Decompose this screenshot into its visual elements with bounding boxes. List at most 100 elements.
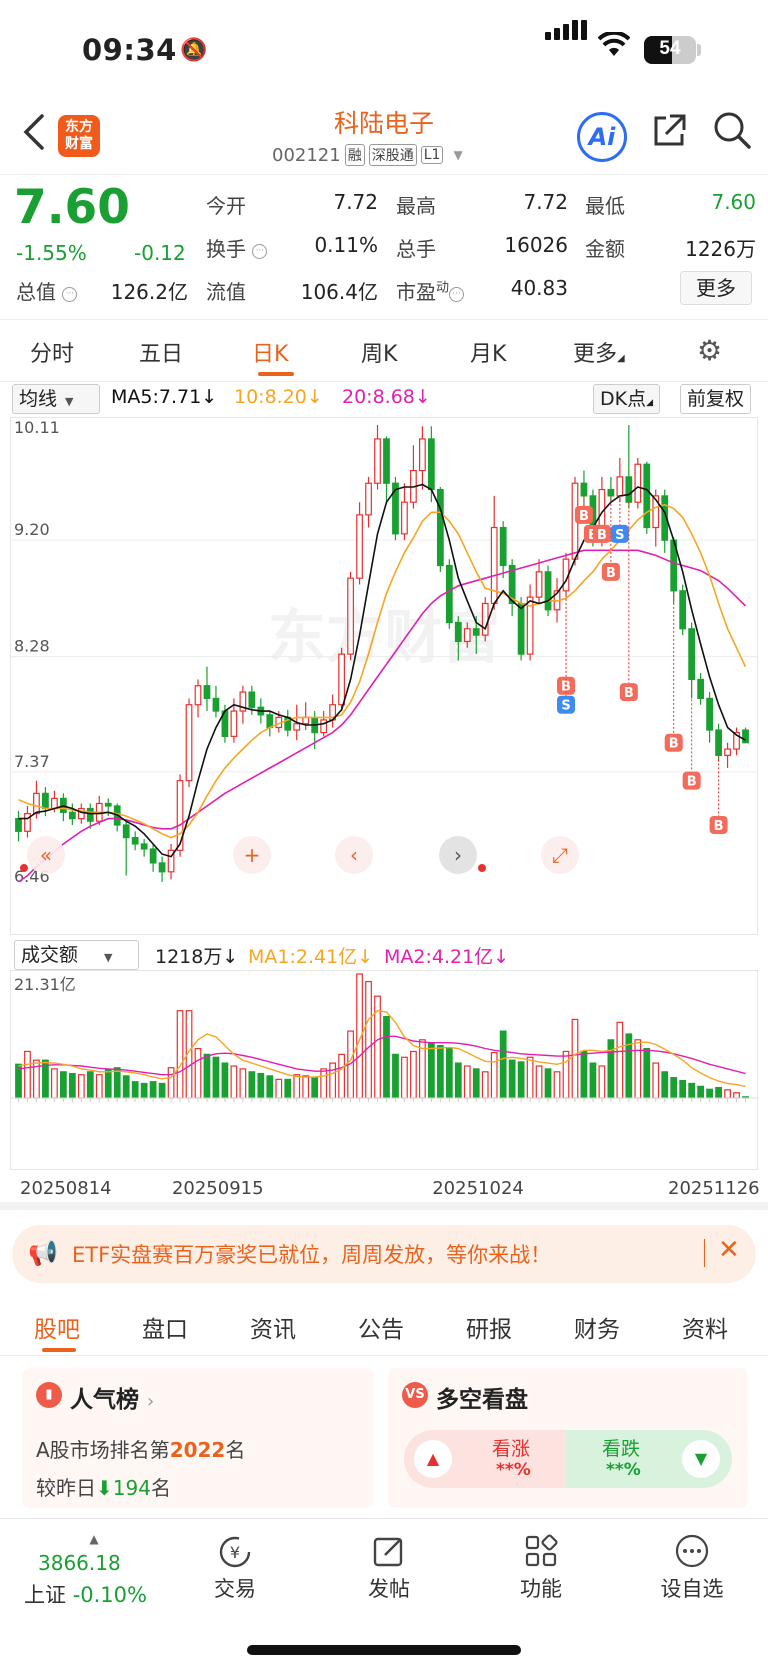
candle-body (445, 564, 453, 624)
app-logo[interactable]: 东方财富 (58, 115, 100, 157)
gear-icon[interactable]: ⚙ (697, 334, 723, 367)
index-ticker[interactable]: ▲ 3866.18 上证 -0.10% (24, 1533, 164, 1609)
back-chevron-icon[interactable] (22, 112, 46, 161)
popularity-card[interactable]: ▮ 人气榜 › A股市场排名第2022名 较昨日⬇194名 (22, 1368, 374, 1508)
tab-profile[interactable]: 资料 (682, 1317, 728, 1343)
volume-bar (517, 1061, 525, 1099)
candle-body (526, 596, 534, 655)
ai-assistant-button[interactable]: Ai (577, 112, 627, 162)
volume-bar (401, 1056, 408, 1099)
volume-current: 1218万↓ (155, 946, 239, 968)
volume-ma2: MA2:4.21亿↓ (384, 946, 510, 968)
volume-bar (275, 1078, 283, 1099)
indicator-select[interactable]: 均线 ▼ (12, 384, 100, 414)
chart-control-button[interactable] (335, 836, 373, 874)
dk-point-select[interactable]: DK点◢ (593, 384, 661, 414)
tab-financials[interactable]: 财务 (574, 1317, 620, 1343)
volume-bar (51, 1068, 58, 1099)
low-value: 7.60 (711, 190, 756, 214)
close-icon[interactable]: ✕ (718, 1235, 740, 1265)
volume-bar (212, 1056, 220, 1099)
chart-control-button[interactable] (27, 836, 65, 874)
candlestick-chart[interactable]: 东方财富10.119.208.287.376.46BSBBBBSBBBB«+‹›… (10, 417, 758, 935)
active-subtab-indicator (42, 1348, 76, 1352)
volume-bar (302, 1075, 310, 1099)
up-arrow-icon: ▲ (414, 1440, 452, 1478)
chart-control-button[interactable] (439, 836, 477, 874)
info-icon[interactable]: ··· (449, 287, 465, 302)
volume-bar (526, 1056, 534, 1099)
share-icon[interactable] (650, 112, 688, 159)
high-label: 最高 (396, 194, 436, 218)
volume-bar (284, 1078, 292, 1099)
open-label: 今开 (206, 194, 246, 218)
candle-body (374, 438, 381, 484)
volume-bar (86, 1071, 94, 1099)
candle-body (194, 685, 202, 706)
grid-apps-icon (506, 1533, 576, 1573)
amount-label: 金额 (585, 237, 625, 261)
rank-delta: 较昨日⬇194名 (36, 1476, 171, 1500)
tab-research[interactable]: 研报 (466, 1317, 512, 1343)
post-label: 发帖 (368, 1577, 410, 1601)
sell-signal-badge (557, 695, 575, 714)
functions-button[interactable]: 功能 (506, 1533, 576, 1603)
volume-ma1-line (18, 1009, 746, 1088)
buy-signal-badge (601, 562, 620, 581)
candle-body (302, 716, 310, 725)
promo-banner[interactable]: 📢 ETF实盘赛百万豪奖已就位，周周发放，等你来战！ ✕ (12, 1225, 756, 1283)
volume-bar (176, 1010, 184, 1099)
volume-bar (553, 1071, 561, 1099)
more-quote-button[interactable]: 更多 (680, 271, 752, 305)
date-axis: 20250814 20250915 20251024 20251126 (0, 1170, 768, 1210)
chart-control-button[interactable] (233, 836, 271, 874)
add-watchlist-button[interactable]: 设自选 (656, 1533, 728, 1603)
tab-announcements[interactable]: 公告 (358, 1317, 404, 1343)
info-icon[interactable]: ··· (62, 287, 78, 302)
info-icon[interactable]: ··· (252, 244, 268, 259)
stock-code-row[interactable]: 002121 融 深股通 L1 ▼ (272, 144, 463, 166)
battery-level: 54 (659, 38, 681, 59)
candle-body (176, 780, 184, 851)
price-axis-label: 10.11 (14, 418, 60, 437)
post-button[interactable]: 发帖 (354, 1533, 424, 1603)
volume-bar (715, 1086, 722, 1099)
tab-weekly-k[interactable]: 周K (361, 342, 398, 367)
volume-chart[interactable]: 21.31亿 (10, 970, 758, 1170)
bear-button[interactable]: 看跌 **% ▼ (566, 1430, 732, 1488)
adjust-select[interactable]: 前复权 (680, 384, 752, 414)
tab-five-day[interactable]: 五日 (139, 342, 184, 367)
signal-label: B (624, 686, 634, 701)
candle-body (51, 797, 58, 810)
search-icon[interactable] (712, 110, 752, 159)
tab-monthly-k[interactable]: 月K (470, 342, 507, 367)
volume-bar (230, 1065, 238, 1099)
volume-bar (535, 1065, 543, 1099)
tab-orderbook[interactable]: 盘口 (142, 1317, 188, 1343)
tab-more[interactable]: 更多◢ (573, 342, 625, 367)
trade-button[interactable]: ¥ 交易 (200, 1533, 270, 1603)
float-cap-label: 流值 (206, 280, 246, 304)
chart-control-icon: ‹ (350, 843, 358, 867)
volume-indicator-select[interactable]: 成交额 ▼ (14, 940, 139, 970)
tab-news[interactable]: 资讯 (250, 1317, 296, 1343)
bull-button[interactable]: ▲ 看涨 **% (404, 1430, 576, 1488)
signal-label: B (579, 509, 589, 524)
edit-icon (354, 1533, 424, 1573)
tab-forum[interactable]: 股吧 (34, 1317, 80, 1343)
volume-bar (544, 1068, 552, 1099)
tab-daily-k[interactable]: 日K (252, 342, 289, 367)
candle-body (499, 526, 507, 567)
candle-body (392, 482, 399, 535)
latest-dot (478, 864, 486, 872)
bottom-toolbar: ▲ 3866.18 上证 -0.10% ¥ 交易 发帖 功能 设自选 (0, 1518, 768, 1665)
chart-control-button[interactable] (541, 836, 579, 874)
tab-intraday[interactable]: 分时 (30, 342, 75, 367)
candle-body (625, 476, 633, 503)
rank-text: A股市场排名第2022名 (36, 1438, 246, 1462)
volume-bar (77, 1074, 85, 1099)
app-logo-text: 东方财富 (65, 119, 93, 152)
candle-body (607, 488, 615, 497)
candle-body (15, 818, 22, 832)
candle-body (131, 837, 139, 845)
